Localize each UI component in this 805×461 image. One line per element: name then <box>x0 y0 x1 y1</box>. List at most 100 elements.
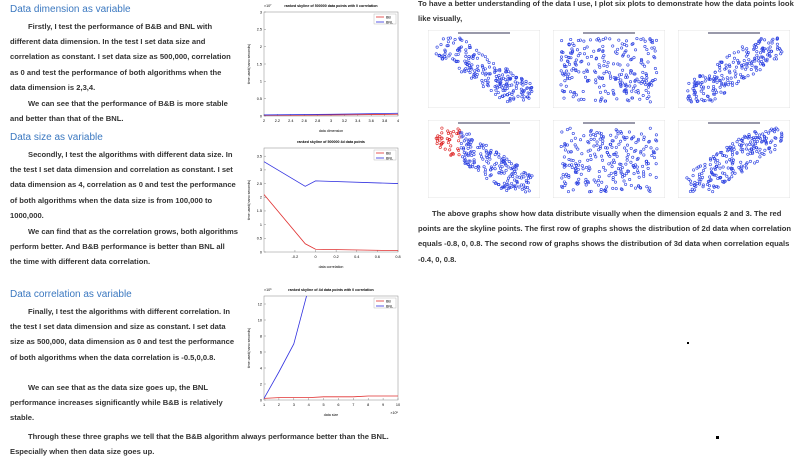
thumb-dot <box>599 187 603 191</box>
thumb-dot <box>616 167 620 171</box>
thumb-dot <box>623 137 627 141</box>
thumb-dot <box>739 73 743 77</box>
thumb-dot <box>476 168 480 172</box>
thumb-dot <box>602 71 606 75</box>
thumb-dot <box>761 63 765 67</box>
thumb-dot <box>745 166 749 170</box>
thumb-dot <box>559 58 563 62</box>
thumb-dot <box>520 187 524 191</box>
thumb-dot <box>614 187 618 191</box>
thumb-dot <box>574 145 578 149</box>
thumb-dot <box>593 69 597 73</box>
thumb-dot <box>745 143 749 147</box>
thumb-dot <box>645 73 649 77</box>
thumb-dot <box>730 81 734 85</box>
thumb-dot <box>507 159 511 163</box>
thumb-dot <box>443 48 447 52</box>
thumb-dot <box>458 36 462 40</box>
thumb-dot <box>686 89 690 93</box>
thumb-dot <box>498 83 502 87</box>
thumb-dot <box>573 170 577 174</box>
thumb-dot <box>713 70 717 74</box>
thumb-dot <box>731 60 735 64</box>
thumb-dot <box>753 59 757 63</box>
thumb-dot <box>493 85 497 89</box>
thumb-dot <box>524 179 528 183</box>
thumb-dot <box>686 96 690 100</box>
thumb-dot <box>619 78 623 82</box>
dot <box>687 342 689 344</box>
thumb-dot <box>637 80 641 84</box>
thumb-dot <box>472 150 476 154</box>
thumb-dot <box>688 190 692 194</box>
thumb-dot <box>561 173 565 177</box>
thumb-dot <box>464 61 468 65</box>
x-tick-label: 3.2 <box>342 119 347 123</box>
thumb-dot <box>649 146 653 150</box>
thumb-dot <box>720 83 724 87</box>
thumb-dot <box>725 55 729 59</box>
thumb-dot <box>587 62 591 66</box>
thumb-dot <box>767 41 771 45</box>
thumb-dot <box>467 159 471 163</box>
thumb-dot <box>471 163 475 167</box>
thumb-dot <box>579 97 583 101</box>
thumb-dot <box>573 91 577 95</box>
thumb-dot <box>464 54 468 58</box>
thumb-dot <box>712 156 716 160</box>
y-tick-label: 3.5 <box>257 155 262 159</box>
thumb-dot <box>745 161 749 165</box>
thumb-dot <box>639 132 643 136</box>
thumb-dot <box>767 146 771 150</box>
thumb-dot <box>622 179 626 183</box>
thumb-dot <box>724 81 728 85</box>
thumb-dot <box>610 145 614 149</box>
thumb-dot <box>725 149 729 153</box>
thumb-dot <box>460 70 464 74</box>
paragraph: The above graphs show how data distribut… <box>418 209 791 264</box>
thumb-dot <box>504 82 508 86</box>
thumb-dot <box>715 90 719 94</box>
thumb-dot <box>440 136 444 140</box>
thumb-dot <box>765 59 769 63</box>
thumb-dot <box>515 179 519 183</box>
thumb-dot <box>521 83 525 87</box>
thumb-dot <box>476 146 480 150</box>
thumb-dot <box>717 162 721 166</box>
thumb-dot <box>603 146 607 150</box>
y-scale-label: ×10⁷ <box>264 4 272 8</box>
thumb-dot <box>504 168 508 172</box>
thumb-dot <box>720 81 724 85</box>
thumb-dot <box>578 159 582 163</box>
thumb-dot <box>728 53 732 57</box>
thumb-dot <box>609 142 613 146</box>
series-line <box>264 296 307 399</box>
thumb-dot <box>497 171 501 175</box>
y-tick-label: 0.5 <box>257 97 262 101</box>
y-axis-label: time used(nano seconds) <box>247 44 251 84</box>
thumb-dot <box>492 180 496 184</box>
thumb-dot <box>646 166 650 170</box>
thumb-dot <box>776 128 780 132</box>
thumb-dot <box>482 68 486 72</box>
thumb-dot <box>578 38 582 42</box>
thumb-dot <box>626 169 630 173</box>
x-tick-label: 0.2 <box>334 255 339 259</box>
thumb-dot <box>757 59 761 63</box>
thumb-dot <box>479 155 483 159</box>
thumb-dot <box>646 162 650 166</box>
thumb-dot <box>693 180 697 184</box>
thumb-dot <box>603 99 607 103</box>
thumb-dot <box>642 170 646 174</box>
thumb-dot <box>494 78 498 82</box>
thumb-dot <box>449 144 453 148</box>
thumb-dot <box>639 151 643 155</box>
thumb-dot <box>449 153 453 157</box>
thumb-dot <box>446 129 450 133</box>
thumb-dot <box>779 52 783 56</box>
thumb-dot <box>630 96 634 100</box>
thumb-dot <box>763 137 767 141</box>
thumb-dot <box>448 148 452 152</box>
thumb-dot <box>502 155 506 159</box>
thumb-dot <box>597 179 601 183</box>
